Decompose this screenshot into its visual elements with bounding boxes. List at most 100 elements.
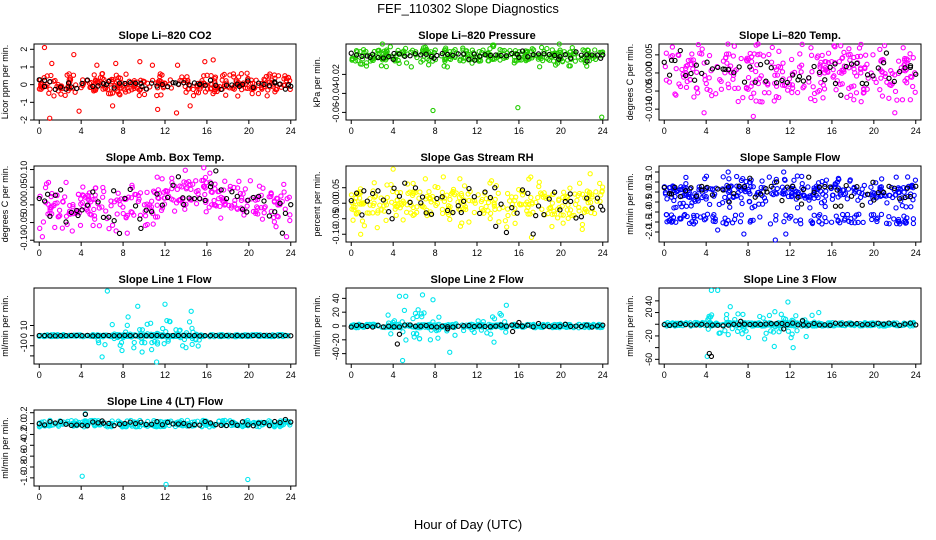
- data-point: [722, 194, 728, 201]
- reference-point: [827, 322, 833, 328]
- data-point: [881, 192, 887, 198]
- reference-point: [557, 207, 563, 213]
- data-point: [235, 93, 241, 99]
- panel-title: Slope Li–820 Temp.: [739, 30, 841, 42]
- data-point: [60, 331, 67, 338]
- data-point: [174, 186, 180, 193]
- reference-point: [757, 61, 764, 68]
- reference-point: [407, 322, 413, 328]
- data-point: [187, 181, 193, 188]
- data-point: [750, 184, 756, 190]
- data-point: [738, 212, 745, 218]
- data-point: [841, 49, 847, 56]
- y-axis-label: ml/min per min.: [0, 295, 10, 357]
- data-point: [862, 52, 869, 58]
- data-point: [840, 67, 847, 73]
- reference-point: [95, 199, 101, 205]
- reference-point: [720, 66, 726, 72]
- reference-point: [229, 333, 235, 339]
- data-point: [907, 51, 913, 57]
- x-tick-label: 20: [244, 370, 254, 380]
- y-axis-label: kPa per min.: [312, 57, 322, 108]
- data-point: [853, 73, 860, 79]
- data-point: [773, 217, 779, 223]
- data-point: [825, 69, 831, 75]
- data-point: [516, 201, 523, 207]
- reference-point: [741, 79, 748, 85]
- data-point: [363, 63, 370, 69]
- data-point: [79, 199, 85, 206]
- data-point: [113, 72, 119, 78]
- reference-point: [551, 189, 558, 195]
- reference-point: [359, 322, 365, 328]
- reference-point: [127, 332, 133, 339]
- data-point: [554, 215, 561, 221]
- reference-point: [672, 322, 678, 328]
- data-point: [576, 180, 583, 186]
- data-point: [539, 206, 545, 212]
- data-point: [92, 87, 99, 93]
- data-point: [475, 318, 481, 324]
- data-point: [222, 178, 228, 184]
- reference-point: [127, 80, 133, 86]
- data-point: [286, 194, 292, 200]
- reference-point: [838, 203, 844, 209]
- reference-point: [106, 78, 112, 85]
- reference-point: [111, 422, 117, 429]
- reference-point: [530, 231, 536, 237]
- reference-point: [870, 321, 876, 327]
- data-point: [870, 211, 877, 218]
- data-point: [435, 184, 441, 191]
- data-point: [769, 191, 775, 197]
- data-point: [91, 213, 98, 219]
- data-point: [823, 218, 829, 225]
- data-point: [242, 186, 248, 192]
- data-point: [691, 94, 697, 100]
- reference-point: [455, 323, 461, 329]
- data-point: [62, 92, 68, 99]
- data-point: [851, 66, 857, 72]
- data-point: [352, 204, 358, 210]
- data-point: [114, 211, 120, 217]
- reference-point: [386, 53, 392, 60]
- data-point: [260, 185, 266, 191]
- data-point: [575, 192, 581, 199]
- data-point: [122, 87, 128, 93]
- reference-point: [764, 189, 770, 195]
- data-point: [766, 312, 773, 319]
- data-point: [424, 212, 430, 219]
- reference-point: [688, 185, 694, 191]
- data-point: [832, 44, 838, 50]
- reference-point: [79, 422, 85, 428]
- reference-point: [197, 422, 203, 428]
- data-point: [557, 321, 563, 327]
- data-point: [465, 191, 471, 197]
- data-point: [785, 328, 791, 334]
- data-point: [227, 183, 233, 190]
- data-point: [798, 69, 804, 75]
- reference-point: [375, 188, 381, 194]
- data-point: [502, 218, 509, 224]
- data-point: [560, 220, 566, 226]
- reference-point: [691, 77, 698, 83]
- reference-point: [191, 421, 198, 428]
- reference-point: [883, 50, 890, 56]
- reference-point: [834, 187, 840, 193]
- reference-point: [261, 419, 267, 426]
- data-point: [530, 209, 536, 215]
- data-point: [410, 204, 416, 211]
- reference-point: [84, 77, 91, 83]
- data-point: [252, 332, 258, 339]
- x-tick-label: 8: [433, 248, 438, 258]
- data-point: [702, 77, 708, 83]
- data-point: [706, 201, 713, 208]
- reference-point: [36, 195, 42, 202]
- data-point: [740, 311, 746, 318]
- reference-point: [444, 324, 451, 330]
- data-point: [41, 44, 48, 51]
- reference-point: [100, 332, 107, 339]
- reference-point: [688, 70, 694, 77]
- reference-point: [266, 332, 273, 339]
- data-point: [858, 99, 864, 105]
- data-point: [384, 194, 390, 201]
